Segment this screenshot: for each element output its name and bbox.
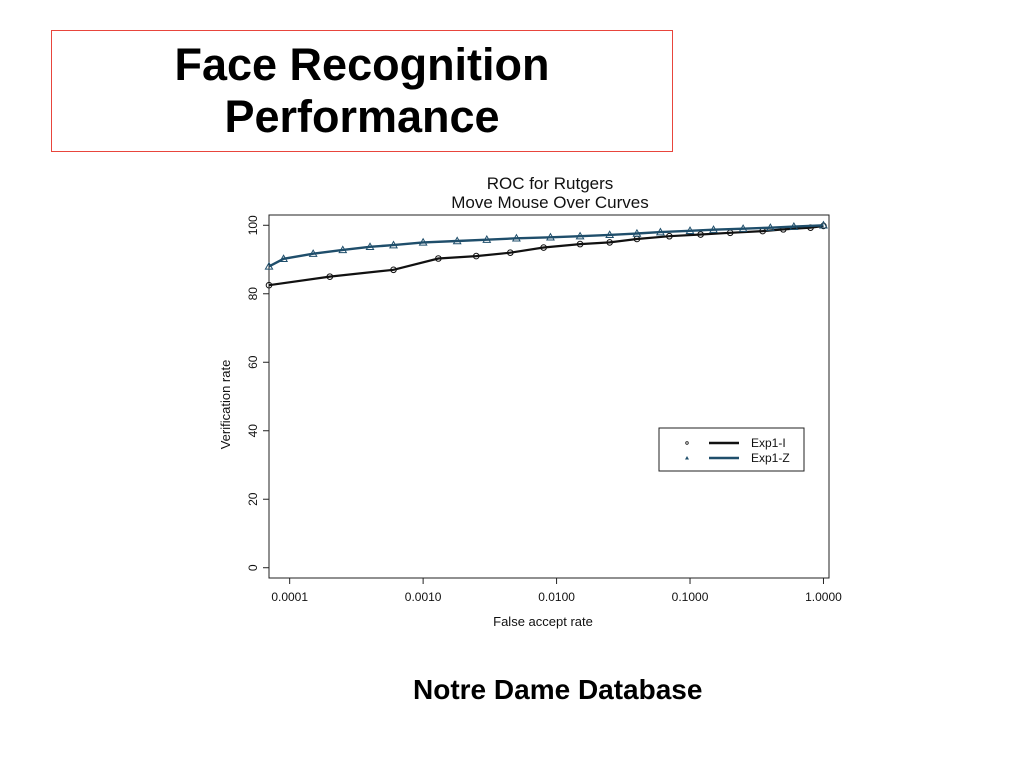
- legend-box: [658, 427, 805, 472]
- roc-chart: ROC for Rutgers Move Mouse Over Curves 0.0…: [205, 165, 850, 640]
- data-point-triangle: [605, 230, 615, 239]
- chart-subtitle: Move Mouse Over Curves: [451, 193, 648, 212]
- data-point-circle: [390, 266, 397, 274]
- data-point-triangle: [546, 232, 555, 241]
- y-tick-label: 80: [246, 287, 260, 301]
- data-point-triangle: [632, 228, 642, 237]
- slide-title: Face Recognition Performance: [174, 39, 550, 142]
- data-point-triangle: [482, 235, 492, 243]
- y-tick-label: 20: [246, 492, 260, 506]
- plot-frame: [268, 214, 830, 579]
- data-point-triangle: [389, 240, 398, 249]
- data-point-triangle: [819, 220, 828, 229]
- x-tick-label: 0.0001: [271, 590, 308, 604]
- chart-title: ROC for Rutgers: [487, 174, 614, 193]
- y-tick-label: 60: [246, 355, 260, 369]
- x-tick-label: 0.0100: [538, 590, 575, 604]
- data-point-circle: [540, 244, 547, 251]
- y-tick-label: 100: [246, 215, 260, 235]
- data-point-triangle: [365, 242, 375, 251]
- data-point-triangle: [338, 245, 348, 254]
- data-point-triangle: [789, 222, 799, 230]
- y-tick-label: 0: [246, 564, 260, 571]
- slide-title-box: Face Recognition Performance: [51, 30, 673, 152]
- legend-label: Exp1-I: [751, 436, 786, 450]
- legend-label: Exp1-Z: [751, 451, 790, 465]
- data-point-triangle: [575, 231, 585, 240]
- data-point-circle: [326, 273, 334, 280]
- data-point-triangle: [685, 226, 695, 234]
- data-point-circle: [506, 249, 514, 256]
- legend-marker: [685, 456, 689, 460]
- data-point-circle: [697, 231, 704, 238]
- data-point-triangle: [452, 236, 462, 245]
- data-point-triangle: [418, 237, 428, 246]
- data-point-circle: [265, 281, 273, 289]
- data-point-circle: [666, 232, 673, 240]
- data-point-triangle: [709, 225, 718, 233]
- legend-marker: [685, 441, 689, 445]
- data-point-circle: [576, 240, 584, 248]
- data-point-triangle: [511, 233, 521, 242]
- data-point-circle: [472, 252, 480, 260]
- data-point-triangle: [655, 227, 665, 236]
- x-tick-label: 0.1000: [672, 590, 709, 604]
- data-point-triangle: [738, 224, 748, 232]
- data-point-triangle: [264, 261, 274, 270]
- data-point-triangle: [308, 249, 318, 257]
- x-tick-label: 0.0010: [405, 590, 442, 604]
- series-line: [268, 224, 824, 268]
- y-tick-label: 40: [246, 424, 260, 438]
- data-point-triangle: [279, 254, 289, 263]
- data-point-circle: [606, 239, 613, 246]
- y-axis-label: Verification rate: [218, 360, 233, 450]
- x-tick-label: 1.0000: [805, 590, 842, 604]
- chart-background: [205, 165, 850, 640]
- data-point-triangle: [765, 223, 775, 231]
- x-axis-label: False accept rate: [493, 614, 593, 629]
- data-point-circle: [435, 255, 442, 262]
- series-exp1-z: [264, 220, 828, 270]
- database-caption: Notre Dame Database: [413, 674, 703, 705]
